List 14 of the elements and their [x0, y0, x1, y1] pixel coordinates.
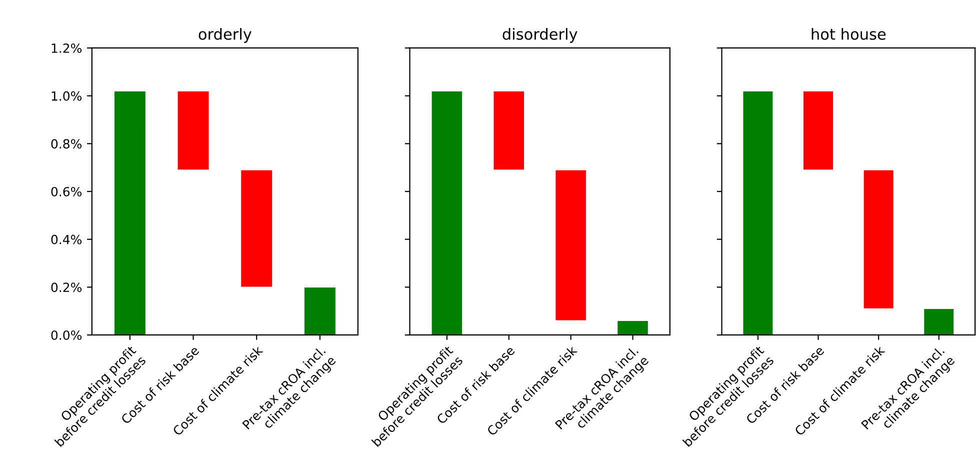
chart-title: disorderly	[502, 28, 578, 43]
chart-title: orderly	[198, 28, 252, 43]
y-tick-label: 1.0%	[52, 91, 82, 101]
y-tick-label: 0.6%	[51, 186, 82, 196]
y-tick-label: 0.8%	[51, 139, 82, 149]
bar	[240, 170, 273, 288]
bar	[177, 90, 210, 170]
y-tick-label: 1.2%	[52, 43, 82, 53]
chart-title: hot house	[812, 28, 886, 40]
y-tick-label: 0.2%	[51, 282, 82, 292]
y-tick-label: 0.0%	[51, 330, 82, 340]
bar	[114, 90, 146, 335]
bar	[304, 286, 336, 335]
y-tick-label: 0.4%	[51, 234, 82, 244]
